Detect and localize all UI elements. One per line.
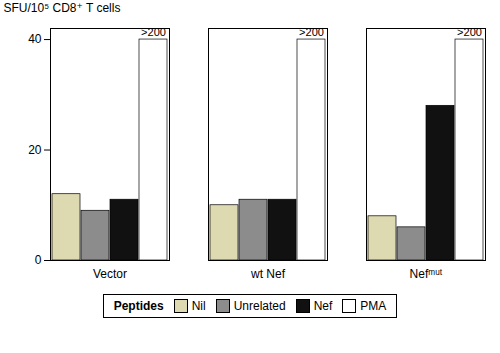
svg-text:SFU/10⁵ CD8⁺ T cells: SFU/10⁵ CD8⁺ T cells <box>4 1 121 15</box>
svg-text:>200: >200 <box>299 26 324 38</box>
svg-text:>200: >200 <box>141 26 166 38</box>
html-text:Nef: Nef <box>313 299 333 313</box>
svg-text:40: 40 <box>28 32 42 46</box>
svg-text:Vector: Vector <box>93 267 127 281</box>
svg-text:20: 20 <box>28 143 42 157</box>
html-text:Nil: Nil <box>191 299 206 313</box>
html-text:Unrelated: Unrelated <box>233 299 286 313</box>
svg-text:0: 0 <box>35 253 42 267</box>
svg-text:wt Nef: wt Nef <box>250 267 286 281</box>
svg-text:Nefᵐᵘᵗ: Nefᵐᵘᵗ <box>410 267 443 281</box>
html-text:PMA: PMA <box>360 299 387 313</box>
html-text:Peptides: Peptides <box>113 299 164 313</box>
svg-text:>200: >200 <box>457 26 482 38</box>
